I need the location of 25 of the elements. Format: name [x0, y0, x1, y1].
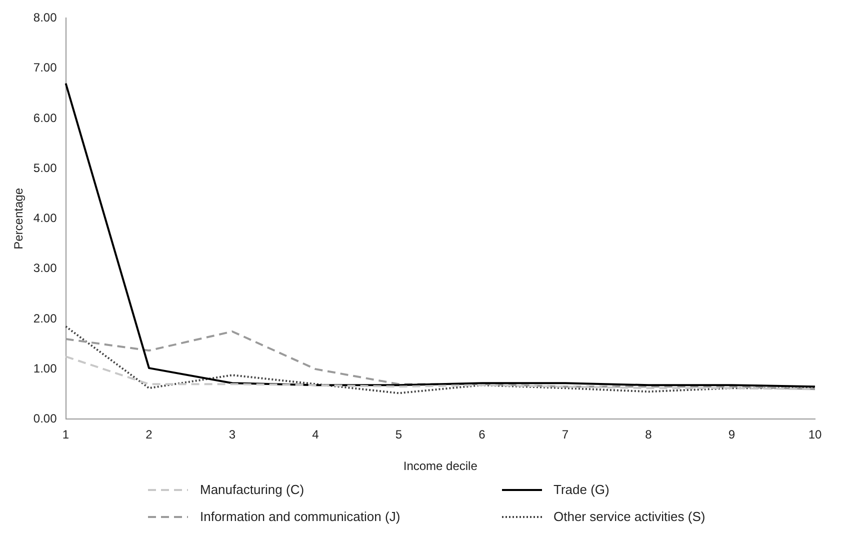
y-tick-label: 5.00: [33, 160, 58, 175]
x-tick-label: 4: [312, 428, 320, 442]
y-tick-label: 2.00: [33, 311, 58, 326]
y-tick-label: 7.00: [33, 60, 58, 75]
y-tick-label: 6.00: [33, 110, 58, 125]
x-tick-label: 8: [645, 428, 652, 442]
x-tick-label: 2: [146, 428, 153, 442]
y-tick-label: 4.00: [33, 211, 58, 226]
legend-label: Manufacturing (C): [200, 482, 304, 497]
x-tick-label: 6: [478, 428, 486, 442]
y-tick-label: 1.00: [33, 361, 58, 376]
legend-label: Trade (G): [554, 482, 610, 497]
y-tick-label: 8.00: [33, 10, 58, 25]
x-tick-label: 5: [395, 428, 402, 442]
legend-label: Other service activities (S): [554, 509, 706, 524]
x-tick-label: 3: [228, 428, 236, 442]
x-tick-label: 1: [62, 428, 70, 442]
y-tick-label: 0.00: [33, 412, 58, 426]
x-tick-label: 9: [728, 428, 736, 442]
y-tick-label: 3.00: [33, 261, 58, 276]
y-axis-title: Percentage: [12, 188, 26, 250]
legend-label: Information and communication (J): [200, 509, 400, 524]
x-tick-label: 7: [562, 428, 569, 442]
x-axis-title: Income decile: [403, 459, 478, 474]
x-tick-label: 10: [808, 428, 822, 442]
